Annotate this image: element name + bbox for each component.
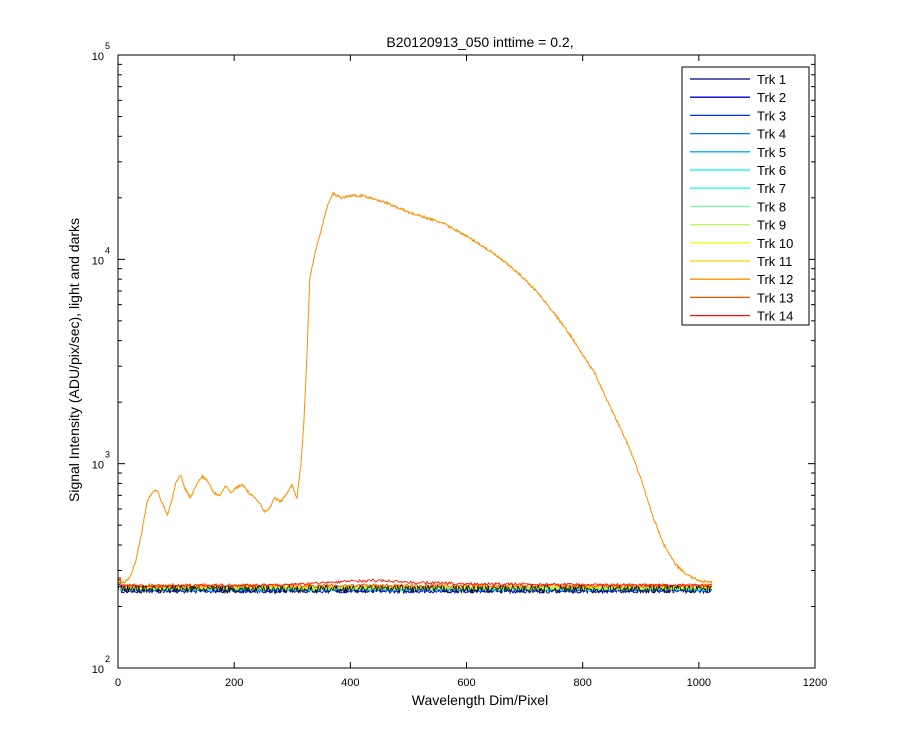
- legend-label: Trk 4: [757, 127, 786, 142]
- series-line-trk-12: [117, 191, 713, 584]
- chart-title: B20120913_050 inttime = 0.2,: [386, 34, 573, 50]
- legend-label: Trk 3: [757, 108, 786, 123]
- x-tick-label: 600: [457, 677, 475, 689]
- lines-layer: [117, 191, 713, 595]
- y-tick-label-base: 10: [92, 51, 104, 63]
- x-axis-label: Wavelength Dim/Pixel: [412, 692, 548, 708]
- legend-label: Trk 8: [757, 199, 786, 214]
- y-tick-label-exponent: 4: [105, 245, 110, 255]
- legend-label: Trk 13: [757, 290, 793, 305]
- y-tick-label-exponent: 2: [105, 654, 110, 664]
- series-line-trk-2: [117, 584, 713, 595]
- series-line-trk-13: [117, 577, 712, 589]
- legend-label: Trk 1: [757, 72, 786, 87]
- x-tick-labels: 0 200 400 600 800 1000 1200: [115, 677, 827, 689]
- y-tick-label-exponent: 3: [105, 450, 110, 460]
- ticks-layer: [117, 54, 816, 669]
- legend-label: Trk 5: [757, 145, 786, 160]
- x-tick-label: 0: [115, 677, 121, 689]
- x-tick-label: 800: [573, 677, 591, 689]
- legend-label: Trk 14: [757, 309, 793, 324]
- y-axis-label: Signal Intensity (ADU/pix/sec), light an…: [66, 218, 82, 502]
- legend-label: Trk 6: [757, 163, 786, 178]
- y-tick-label-base: 10: [92, 460, 104, 472]
- legend: Trk 1 Trk 2 Trk 3 Trk 4 Trk 5 Trk 6 Trk 7 Trk 8…: [681, 66, 810, 326]
- y-tick-label-base: 10: [92, 255, 104, 267]
- y-tick-label-base: 10: [92, 664, 104, 676]
- legend-label: Trk 11: [757, 254, 792, 269]
- x-tick-label: 1200: [803, 677, 827, 689]
- dark-frame-noise: [117, 584, 713, 595]
- legend-label: Trk 9: [757, 218, 786, 233]
- x-tick-label: 200: [225, 677, 243, 689]
- legend-label: Trk 7: [757, 181, 786, 196]
- legend-label: Trk 12: [757, 272, 793, 287]
- legend-label: Trk 2: [757, 90, 786, 105]
- y-tick-label-exponent: 5: [105, 41, 110, 51]
- x-tick-label: 1000: [687, 677, 711, 689]
- x-tick-label: 400: [341, 677, 359, 689]
- legend-box: [681, 66, 810, 326]
- series-line-trk-14: [117, 578, 712, 589]
- legend-label: Trk 10: [757, 236, 793, 251]
